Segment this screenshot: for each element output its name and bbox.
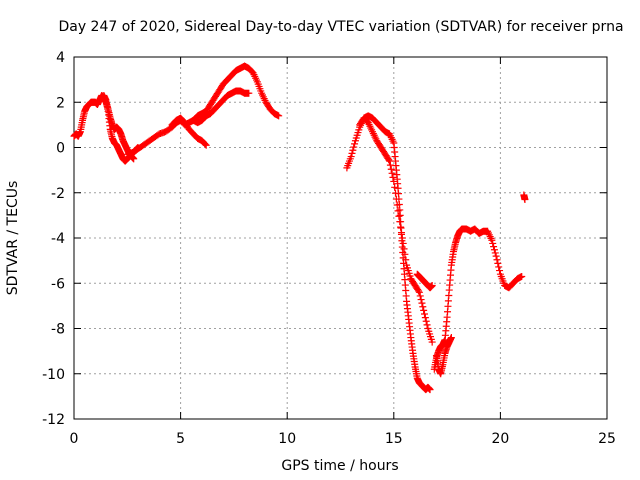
data-point-marker bbox=[386, 161, 394, 169]
data-point-marker bbox=[395, 212, 403, 220]
data-point-marker bbox=[275, 112, 283, 120]
y-tick-label: 2 bbox=[56, 95, 65, 111]
data-point-marker bbox=[422, 317, 430, 325]
data-point-marker bbox=[416, 292, 424, 300]
x-tick-label: 5 bbox=[176, 431, 185, 447]
data-point-marker bbox=[491, 249, 499, 257]
data-point-marker bbox=[417, 296, 425, 304]
data-point-marker bbox=[398, 234, 406, 242]
data-point-marker bbox=[488, 236, 496, 244]
data-points bbox=[70, 62, 529, 394]
data-point-marker bbox=[348, 149, 356, 157]
data-point-marker bbox=[447, 334, 455, 342]
data-point-marker bbox=[392, 189, 400, 197]
data-point-marker bbox=[421, 314, 429, 322]
y-axis-label: SDTVAR / TECUs bbox=[5, 181, 21, 296]
data-point-marker bbox=[130, 155, 138, 163]
chart-title: Day 247 of 2020, Sidereal Day-to-day VTE… bbox=[58, 19, 623, 35]
grid-lines bbox=[74, 57, 607, 419]
data-point-marker bbox=[388, 169, 396, 177]
data-point-marker bbox=[390, 177, 398, 185]
tick-marks bbox=[73, 56, 608, 420]
data-point-marker bbox=[489, 239, 497, 247]
data-point-marker bbox=[386, 157, 394, 165]
y-tick-label: -8 bbox=[51, 322, 65, 338]
data-point-marker bbox=[389, 173, 397, 181]
data-point-marker bbox=[492, 252, 500, 260]
data-point-marker bbox=[391, 183, 399, 191]
data-point-marker bbox=[399, 239, 407, 247]
data-point-marker bbox=[419, 303, 427, 311]
x-tick-labels: 0 5 10 15 20 25 bbox=[70, 431, 616, 447]
data-point-marker bbox=[496, 267, 504, 275]
x-axis-label: GPS time / hours bbox=[281, 458, 398, 474]
x-tick-label: 20 bbox=[491, 431, 509, 447]
y-tick-label: -6 bbox=[51, 276, 65, 292]
data-point-marker bbox=[351, 140, 359, 148]
data-point-marker bbox=[418, 299, 426, 307]
data-point-marker bbox=[428, 338, 436, 346]
x-tick-label: 0 bbox=[70, 431, 79, 447]
data-point-marker bbox=[387, 165, 395, 173]
y-tick-labels: -12 -10 -8 -6 -4 -2 0 2 4 bbox=[42, 50, 65, 428]
data-point-marker bbox=[349, 146, 357, 154]
data-point-marker bbox=[493, 256, 501, 264]
data-point-marker bbox=[201, 140, 209, 148]
y-tick-label: 4 bbox=[56, 50, 65, 66]
data-point-marker bbox=[426, 386, 434, 394]
y-tick-label: -2 bbox=[51, 186, 65, 202]
data-point-marker bbox=[392, 195, 400, 203]
x-tick-label: 25 bbox=[598, 431, 616, 447]
y-tick-label: -4 bbox=[51, 231, 65, 247]
x-tick-label: 15 bbox=[385, 431, 403, 447]
data-point-marker bbox=[490, 246, 498, 254]
data-point-marker bbox=[521, 196, 529, 204]
data-point-marker bbox=[420, 306, 428, 314]
data-point-marker bbox=[202, 141, 210, 149]
data-point-marker bbox=[396, 211, 404, 219]
data-point-marker bbox=[397, 223, 405, 231]
data-point-marker bbox=[245, 89, 253, 97]
data-point-marker bbox=[394, 207, 402, 215]
data-point-marker bbox=[347, 153, 355, 161]
x-tick-label: 10 bbox=[278, 431, 296, 447]
data-point-marker bbox=[415, 288, 423, 296]
data-point-marker bbox=[385, 156, 393, 164]
y-tick-label: -10 bbox=[42, 367, 65, 383]
data-point-marker bbox=[400, 245, 408, 253]
data-point-marker bbox=[494, 259, 502, 267]
data-point-marker bbox=[428, 282, 436, 290]
data-point-marker bbox=[415, 287, 423, 295]
data-point-marker bbox=[518, 272, 526, 280]
y-tick-label: -12 bbox=[42, 412, 65, 428]
y-tick-label: 0 bbox=[56, 141, 65, 157]
data-point-marker bbox=[402, 256, 410, 264]
data-point-marker bbox=[350, 143, 358, 151]
data-point-marker bbox=[393, 201, 401, 209]
data-point-marker bbox=[397, 229, 405, 237]
data-point-marker bbox=[490, 243, 498, 251]
data-point-marker bbox=[401, 250, 409, 258]
data-point-marker bbox=[495, 263, 503, 271]
data-point-marker bbox=[421, 310, 429, 318]
data-point-marker bbox=[396, 218, 404, 226]
data-point-marker bbox=[423, 321, 431, 329]
